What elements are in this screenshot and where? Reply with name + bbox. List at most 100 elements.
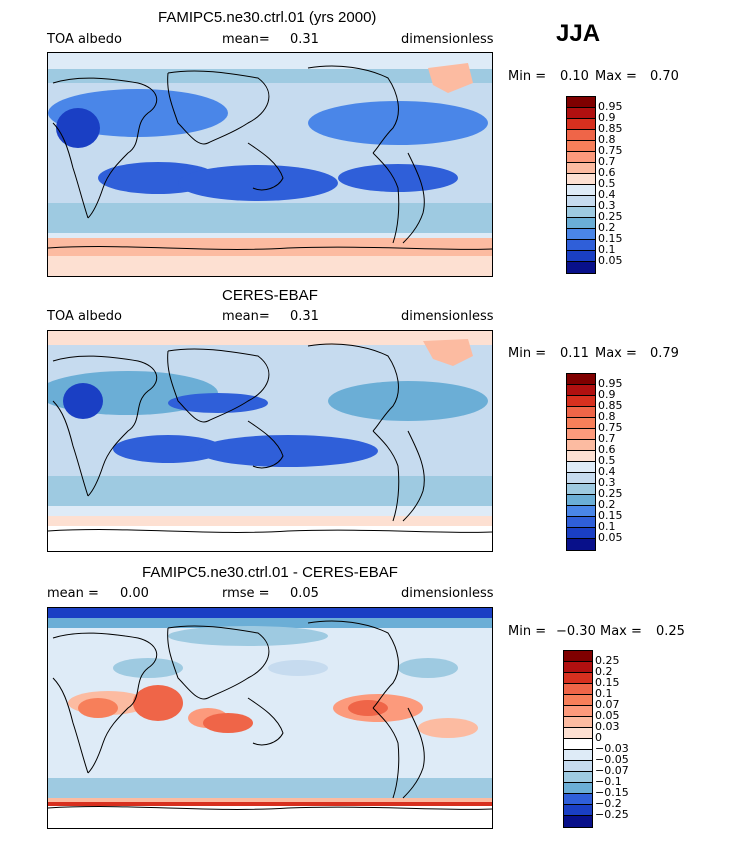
units-label: dimensionless bbox=[401, 32, 494, 47]
colorbar-tick-label: 0.1 bbox=[598, 520, 616, 533]
colorbar-tick-label: −0.15 bbox=[595, 786, 629, 799]
colorbar-tick-label: 0.85 bbox=[598, 122, 623, 135]
min-value: −0.30 bbox=[556, 624, 596, 639]
colorbar-tick-label: 0.1 bbox=[598, 243, 616, 256]
min-label: Min = bbox=[508, 346, 547, 361]
colorbar-tick-label: 0.9 bbox=[598, 111, 616, 124]
colorbar-tick-label: 0.15 bbox=[598, 232, 623, 245]
colorbar-tick-label: 0.05 bbox=[595, 709, 620, 722]
map-model bbox=[47, 52, 493, 277]
min-value: 0.10 bbox=[560, 69, 589, 84]
colorbar bbox=[563, 650, 593, 828]
colorbar-swatch bbox=[567, 152, 595, 163]
map-observation bbox=[47, 330, 493, 552]
colorbar-swatch bbox=[567, 385, 595, 396]
max-value: 0.70 bbox=[650, 69, 679, 84]
colorbar-swatch bbox=[564, 684, 592, 695]
colorbar-swatch bbox=[567, 440, 595, 451]
min-label: Min = bbox=[508, 69, 547, 84]
panel-title: FAMIPC5.ne30.ctrl.01 - CERES-EBAF bbox=[142, 564, 398, 581]
colorbar-tick-label: 0.5 bbox=[598, 454, 616, 467]
colorbar-swatch bbox=[567, 495, 595, 506]
colorbar-swatch bbox=[564, 706, 592, 717]
colorbar-swatch bbox=[567, 141, 595, 152]
colorbar-swatch bbox=[564, 695, 592, 706]
colorbar-tick-label: 0.75 bbox=[598, 144, 623, 157]
colorbar-tick-label: 0.3 bbox=[598, 476, 616, 489]
colorbar-tick-label: 0.2 bbox=[595, 665, 613, 678]
variable-label: TOA albedo bbox=[47, 309, 123, 324]
colorbar-swatch bbox=[567, 407, 595, 418]
colorbar-swatch bbox=[564, 673, 592, 684]
colorbar-swatch bbox=[567, 517, 595, 528]
map-difference bbox=[47, 607, 493, 829]
min-value: 0.11 bbox=[560, 346, 589, 361]
colorbar-swatch bbox=[567, 262, 595, 273]
colorbar-swatch bbox=[564, 717, 592, 728]
units-label: dimensionless bbox=[401, 309, 494, 324]
colorbar-swatch bbox=[567, 229, 595, 240]
colorbar-tick-label: 0.25 bbox=[598, 210, 623, 223]
colorbar-swatch bbox=[567, 130, 595, 141]
colorbar-tick-label: 0.7 bbox=[598, 155, 616, 168]
colorbar-tick-label: 0.6 bbox=[598, 443, 616, 456]
colorbar-swatch bbox=[567, 196, 595, 207]
max-value: 0.79 bbox=[650, 346, 679, 361]
colorbar-tick-label: 0.05 bbox=[598, 254, 623, 267]
colorbar-tick-label: 0.7 bbox=[598, 432, 616, 445]
colorbar-tick-label: 0.15 bbox=[598, 509, 623, 522]
mean-label: mean= bbox=[222, 32, 270, 47]
colorbar-tick-label: 0.05 bbox=[598, 531, 623, 544]
colorbar-swatch bbox=[567, 451, 595, 462]
max-label: Max = bbox=[595, 346, 637, 361]
colorbar-swatch bbox=[567, 207, 595, 218]
colorbar-tick-label: 0.03 bbox=[595, 720, 620, 733]
colorbar-swatch bbox=[567, 418, 595, 429]
colorbar-swatch bbox=[567, 174, 595, 185]
colorbar-swatch bbox=[564, 794, 592, 805]
colorbar-swatch bbox=[564, 761, 592, 772]
colorbar-tick-label: 0.2 bbox=[598, 498, 616, 511]
colorbar-swatch bbox=[567, 185, 595, 196]
colorbar-tick-label: −0.1 bbox=[595, 775, 622, 788]
colorbar-swatch bbox=[567, 429, 595, 440]
colorbar-tick-label: 0.07 bbox=[595, 698, 620, 711]
colorbar-swatch bbox=[567, 251, 595, 262]
panel-title: CERES-EBAF bbox=[222, 287, 318, 304]
colorbar-tick-label: −0.2 bbox=[595, 797, 622, 810]
min-label: Min = bbox=[508, 624, 547, 639]
colorbar-swatch bbox=[564, 772, 592, 783]
colorbar-tick-label: −0.25 bbox=[595, 808, 629, 821]
colorbar-swatch bbox=[564, 750, 592, 761]
colorbar-swatch bbox=[564, 651, 592, 662]
variable-label: TOA albedo bbox=[47, 32, 123, 47]
colorbar-swatch bbox=[564, 816, 592, 827]
colorbar-tick-label: 0.5 bbox=[598, 177, 616, 190]
colorbar-tick-label: 0.3 bbox=[598, 199, 616, 212]
colorbar-tick-label: 0.2 bbox=[598, 221, 616, 234]
rmse-value: 0.05 bbox=[290, 586, 319, 601]
colorbar bbox=[566, 96, 596, 274]
colorbar-swatch bbox=[567, 462, 595, 473]
mean-value: 0.31 bbox=[290, 32, 319, 47]
colorbar bbox=[566, 373, 596, 551]
colorbar-swatch bbox=[564, 662, 592, 673]
mean-value: 0.00 bbox=[120, 586, 149, 601]
colorbar-tick-label: 0.25 bbox=[598, 487, 623, 500]
colorbar-tick-label: 0.4 bbox=[598, 465, 616, 478]
colorbar-swatch bbox=[564, 739, 592, 750]
units-label: dimensionless bbox=[401, 586, 494, 601]
colorbar-swatch bbox=[564, 805, 592, 816]
mean-label: mean = bbox=[47, 586, 99, 601]
colorbar-tick-label: 0.85 bbox=[598, 399, 623, 412]
colorbar-swatch bbox=[567, 539, 595, 550]
colorbar-tick-label: −0.03 bbox=[595, 742, 629, 755]
season-label: JJA bbox=[556, 20, 601, 47]
colorbar-tick-label: 0.15 bbox=[595, 676, 620, 689]
colorbar-tick-label: 0.8 bbox=[598, 410, 616, 423]
colorbar-swatch bbox=[567, 119, 595, 130]
colorbar-swatch bbox=[567, 484, 595, 495]
max-value: 0.25 bbox=[656, 624, 685, 639]
colorbar-swatch bbox=[567, 528, 595, 539]
panel-title: FAMIPC5.ne30.ctrl.01 (yrs 2000) bbox=[158, 9, 377, 26]
